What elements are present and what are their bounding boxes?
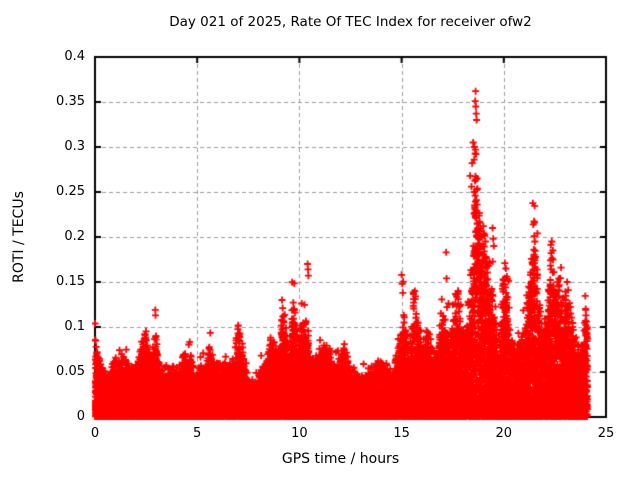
x-tick-label: 15 bbox=[393, 426, 410, 441]
x-tick-label: 25 bbox=[597, 426, 615, 441]
y-tick-label: 0.05 bbox=[56, 364, 85, 379]
y-tick-label: 0.25 bbox=[56, 184, 85, 199]
y-tick-label: 0.4 bbox=[64, 49, 85, 64]
x-tick-label: 10 bbox=[291, 426, 308, 441]
x-axis-label: GPS time / hours bbox=[281, 451, 400, 467]
x-tick-label: 5 bbox=[193, 426, 202, 441]
y-tick-label: 0.15 bbox=[56, 274, 85, 289]
y-tick-label: 0.35 bbox=[56, 94, 85, 109]
y-tick-label: 0 bbox=[76, 409, 85, 424]
x-tick-label: 20 bbox=[495, 426, 513, 441]
x-tick-label: 0 bbox=[90, 426, 100, 441]
y-tick-label: 0.2 bbox=[64, 229, 85, 244]
chart-title: Day 021 of 2025, Rate Of TEC Index for r… bbox=[169, 14, 532, 30]
y-tick-label: 0.1 bbox=[64, 319, 85, 334]
y-tick-label: 0.3 bbox=[64, 139, 85, 154]
